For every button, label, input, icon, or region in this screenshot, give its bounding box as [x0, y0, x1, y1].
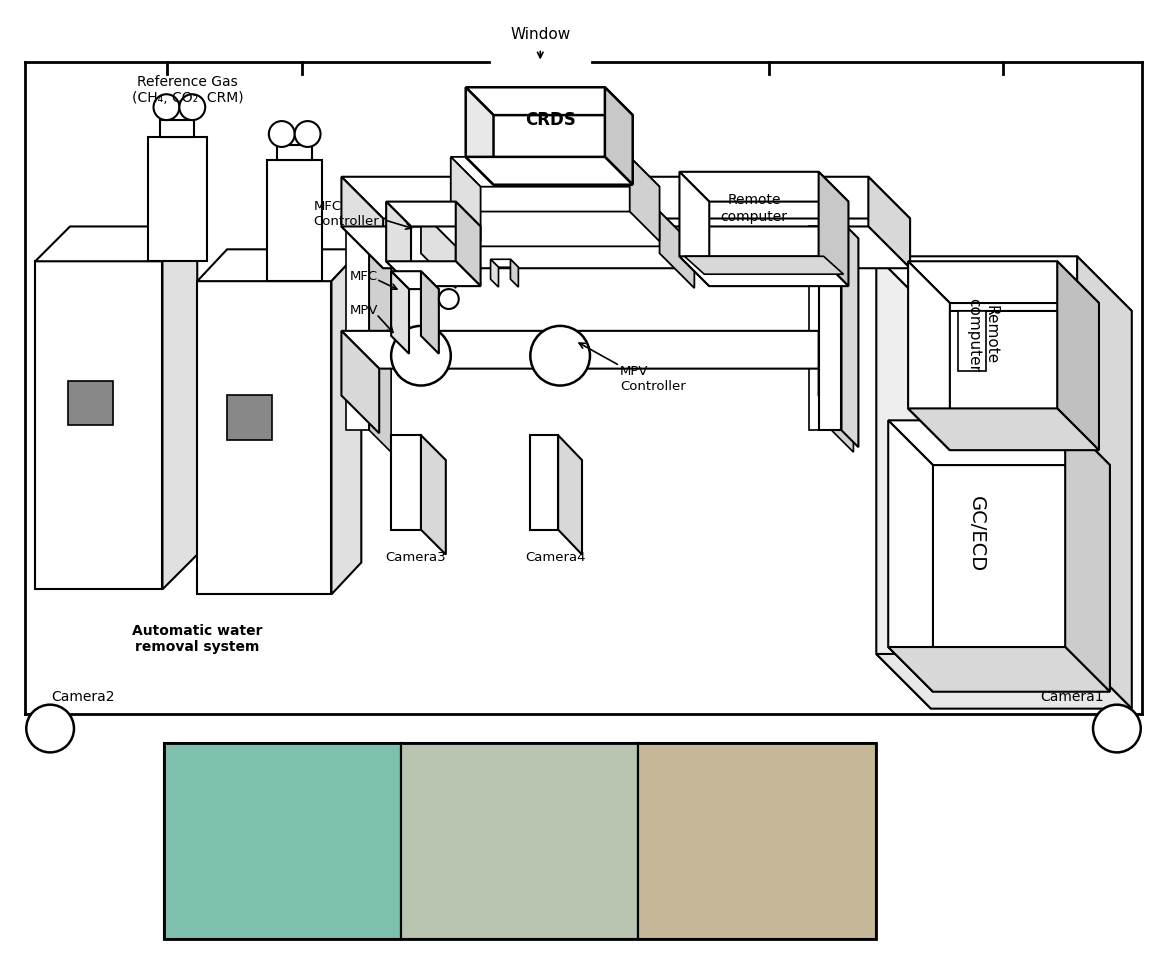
Polygon shape [638, 743, 876, 940]
Polygon shape [420, 212, 694, 246]
Polygon shape [341, 177, 910, 219]
Polygon shape [660, 212, 694, 288]
Polygon shape [558, 435, 582, 555]
Text: Camera3: Camera3 [385, 551, 446, 564]
Polygon shape [387, 262, 480, 286]
Text: Remote
computer: Remote computer [721, 194, 787, 223]
Polygon shape [35, 262, 162, 589]
Polygon shape [832, 226, 854, 452]
Text: Remote
computer: Remote computer [966, 298, 999, 371]
Polygon shape [466, 87, 494, 184]
Polygon shape [1077, 256, 1132, 709]
Polygon shape [876, 256, 931, 709]
Polygon shape [888, 647, 1110, 691]
Polygon shape [35, 226, 197, 262]
Polygon shape [680, 256, 848, 286]
Polygon shape [684, 256, 843, 274]
Circle shape [153, 95, 180, 120]
Bar [165, 743, 876, 940]
Text: Window: Window [510, 27, 570, 42]
Polygon shape [369, 226, 391, 452]
Bar [68, 380, 113, 425]
Polygon shape [510, 259, 519, 287]
Polygon shape [451, 157, 660, 186]
Text: Automatic water
removal system: Automatic water removal system [132, 624, 263, 654]
Polygon shape [530, 435, 558, 530]
Polygon shape [876, 654, 1132, 709]
Circle shape [439, 289, 459, 309]
Polygon shape [387, 202, 480, 226]
Polygon shape [347, 226, 369, 431]
Polygon shape [197, 281, 332, 594]
Circle shape [26, 705, 74, 753]
Bar [958, 311, 986, 371]
Polygon shape [165, 743, 401, 940]
Polygon shape [341, 177, 383, 268]
Polygon shape [420, 435, 446, 555]
Polygon shape [630, 157, 660, 242]
Text: GC/ECD: GC/ECD [967, 496, 986, 572]
Polygon shape [819, 330, 856, 434]
Polygon shape [387, 202, 411, 286]
Polygon shape [332, 249, 361, 594]
Circle shape [294, 121, 320, 147]
Polygon shape [1065, 420, 1110, 691]
Polygon shape [341, 330, 856, 369]
Circle shape [391, 326, 451, 386]
Polygon shape [491, 259, 499, 287]
Text: MFC: MFC [349, 269, 377, 283]
Polygon shape [908, 262, 1099, 303]
Polygon shape [605, 87, 633, 184]
Text: CRDS: CRDS [524, 111, 576, 129]
Polygon shape [680, 172, 709, 286]
Polygon shape [466, 87, 633, 116]
Polygon shape [876, 256, 1132, 311]
Text: MFC
Controller: MFC Controller [313, 200, 380, 227]
Text: Camera1: Camera1 [1041, 690, 1104, 704]
Text: MPV: MPV [349, 305, 378, 317]
Polygon shape [160, 120, 194, 137]
Polygon shape [420, 212, 456, 288]
Polygon shape [451, 157, 480, 242]
Polygon shape [401, 743, 638, 940]
Polygon shape [819, 222, 841, 431]
Text: Camera4: Camera4 [524, 551, 585, 564]
Text: Camera2: Camera2 [51, 690, 114, 704]
Polygon shape [888, 420, 1110, 465]
Bar [227, 395, 272, 440]
Polygon shape [908, 262, 950, 450]
Polygon shape [266, 159, 321, 281]
Text: MPV
Controller: MPV Controller [620, 365, 686, 393]
Polygon shape [908, 409, 1099, 450]
Circle shape [180, 95, 206, 120]
Text: Reference Gas
(CH₄, CO₂  CRM): Reference Gas (CH₄, CO₂ CRM) [132, 75, 243, 105]
Circle shape [269, 121, 294, 147]
Circle shape [530, 326, 590, 386]
Polygon shape [197, 249, 361, 281]
Polygon shape [680, 172, 848, 202]
Polygon shape [456, 202, 480, 286]
Polygon shape [341, 226, 910, 268]
Polygon shape [841, 222, 858, 447]
Polygon shape [391, 435, 420, 530]
Circle shape [1093, 705, 1141, 753]
Polygon shape [391, 271, 439, 289]
Polygon shape [277, 145, 312, 159]
Polygon shape [868, 177, 910, 268]
Polygon shape [808, 226, 832, 431]
Polygon shape [391, 271, 409, 353]
Polygon shape [491, 259, 519, 267]
Polygon shape [420, 271, 439, 353]
Polygon shape [888, 420, 933, 691]
Polygon shape [147, 137, 207, 262]
Polygon shape [341, 330, 380, 434]
Polygon shape [819, 172, 848, 286]
Polygon shape [466, 157, 633, 184]
Polygon shape [1057, 262, 1099, 450]
Polygon shape [162, 226, 197, 589]
